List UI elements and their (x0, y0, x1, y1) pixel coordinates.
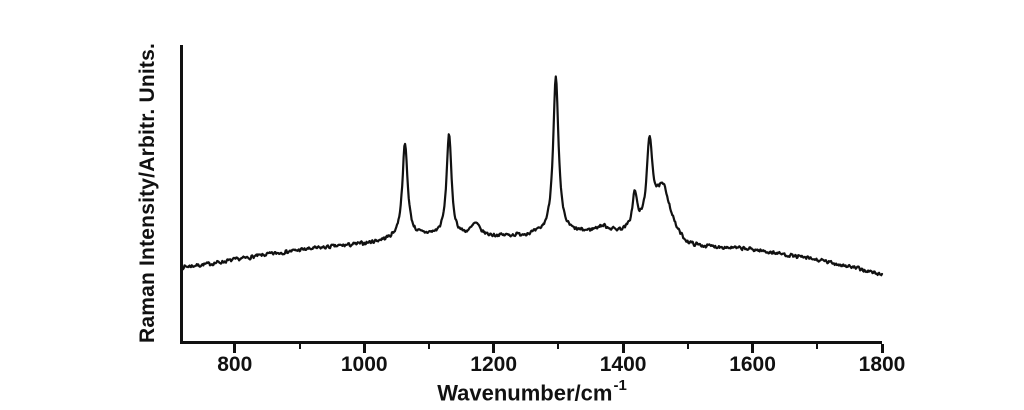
x-minor-tick (427, 344, 430, 349)
x-minor-tick (557, 344, 560, 349)
x-axis-title-text: Wavenumber/cm (437, 380, 613, 406)
x-axis-title: Wavenumber/cm-1 (437, 377, 627, 406)
spectrum-trace (181, 75, 884, 277)
x-major-tick (492, 344, 496, 353)
x-major-tick (233, 344, 237, 353)
x-minor-tick (686, 344, 689, 349)
x-axis-title-exponent: -1 (613, 377, 627, 394)
x-minor-tick (298, 344, 301, 349)
x-tick-label: 1800 (858, 353, 906, 376)
x-major-tick (751, 344, 755, 353)
plot-area (180, 45, 884, 344)
x-major-tick (362, 344, 366, 353)
x-tick-label: 1000 (340, 353, 388, 376)
x-tick-label: 1200 (470, 353, 518, 376)
x-major-tick (880, 344, 884, 353)
x-tick-label: 1400 (599, 353, 647, 376)
x-major-tick (621, 344, 625, 353)
x-tick-label: 800 (217, 353, 253, 376)
spectrum-trace-svg (181, 75, 884, 277)
x-tick-label: 1600 (729, 353, 776, 376)
x-minor-tick (816, 344, 819, 349)
y-axis-title: Raman Intensity/Arbitr. Units. (136, 42, 159, 344)
